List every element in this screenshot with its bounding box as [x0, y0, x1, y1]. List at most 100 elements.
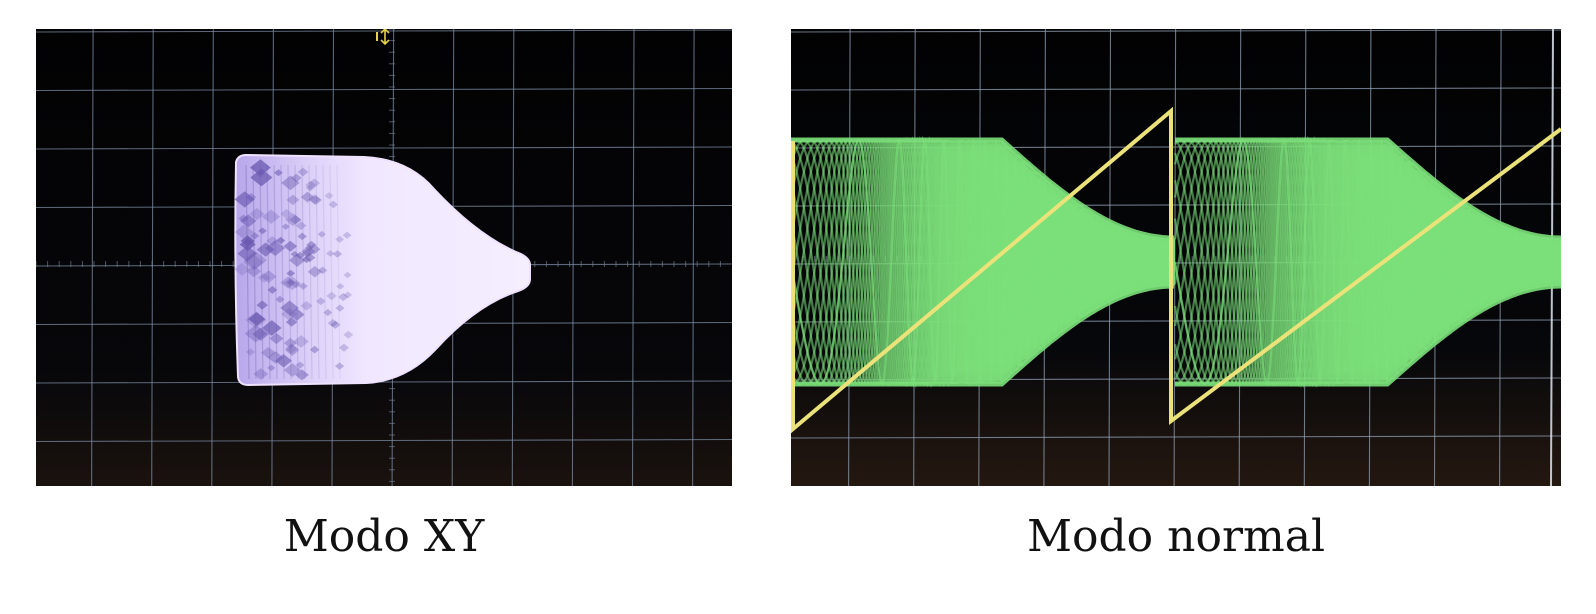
interference-spot	[285, 343, 298, 354]
interference-spot	[305, 180, 317, 190]
interference-line	[252, 164, 257, 380]
interference-spot	[267, 286, 278, 294]
envelope-bottom	[791, 283, 1175, 387]
interference-spot	[281, 175, 300, 191]
envelope-fill	[234, 153, 531, 387]
ramp-line	[791, 106, 1561, 434]
interference-spot	[248, 312, 266, 326]
interference-spot	[335, 304, 345, 312]
grid-line-horizontal	[791, 29, 1561, 33]
interference-spot	[246, 265, 262, 278]
interference-spot	[306, 240, 317, 249]
sawtooth-ramp-trace	[791, 106, 1561, 434]
interference-spot	[237, 245, 258, 262]
interference-spot	[338, 292, 349, 302]
interference-spot	[290, 173, 302, 183]
interference-spot	[280, 307, 298, 321]
interference-spot	[285, 213, 302, 227]
interference-spot	[286, 269, 296, 277]
grid-line-vertical	[848, 29, 851, 486]
interference-spot	[261, 209, 281, 224]
oscilloscope-xy-screen	[36, 29, 732, 486]
interference-spot	[286, 194, 300, 206]
interference-spot	[316, 297, 326, 306]
interference-line	[245, 164, 250, 380]
grid-line-horizontal	[791, 435, 1561, 439]
trigger-marker-arrows	[380, 29, 390, 46]
interference-line	[315, 164, 320, 380]
interference-spot	[317, 230, 326, 238]
interference-spot	[234, 191, 255, 208]
interference-spot	[326, 250, 335, 257]
interference-line	[294, 164, 299, 380]
interference-spot	[343, 271, 352, 279]
oscilloscope-xy-photo	[36, 29, 732, 486]
interference-spot	[308, 178, 321, 188]
interference-spot	[275, 353, 292, 368]
interference-spot	[335, 235, 345, 243]
interference-spot	[291, 281, 301, 289]
interference-spot	[309, 345, 320, 354]
interference-spot	[290, 250, 299, 258]
interference-line	[301, 164, 306, 380]
interference-spot	[300, 300, 313, 311]
interference-spot	[289, 214, 302, 225]
interference-spot	[283, 240, 298, 252]
envelope-top	[791, 137, 1175, 241]
interference-spot	[265, 240, 286, 257]
grid-line-horizontal	[36, 438, 732, 443]
interference-spot	[295, 369, 309, 381]
envelope-bottom	[1175, 283, 1561, 387]
interference-line	[329, 164, 334, 380]
grid-line-vertical	[571, 29, 575, 486]
interference-line	[259, 164, 264, 380]
interference-spot	[267, 364, 276, 372]
grid-line-horizontal	[791, 87, 1561, 91]
interference-line	[280, 164, 285, 380]
interference-spot	[249, 159, 271, 176]
interference-spot	[249, 232, 260, 240]
interference-spot	[342, 231, 352, 239]
interference-spot	[253, 368, 269, 380]
interference-spot	[336, 283, 345, 290]
caption-normal-mode: Modo normal	[1026, 511, 1326, 562]
interference-spot	[250, 168, 273, 187]
interference-spot	[267, 351, 284, 364]
oscilloscope-normal-screen	[791, 29, 1561, 486]
oscilloscope-normal-photo	[791, 29, 1561, 486]
interference-spot	[240, 235, 255, 247]
interference-spot	[269, 332, 284, 345]
chirp-sweep-line	[1173, 138, 1561, 388]
grid-line-vertical	[211, 29, 214, 486]
grid-line-vertical	[151, 29, 154, 486]
interference-spot	[297, 232, 307, 241]
interference-spot	[338, 343, 349, 352]
xy-trace-shape	[233, 153, 531, 387]
trigger-marker-icon	[376, 29, 390, 46]
interference-spot	[280, 208, 293, 219]
interference-spot	[283, 363, 302, 377]
interference-line	[308, 164, 313, 380]
interference-spot	[326, 291, 337, 301]
interference-spot	[285, 344, 300, 356]
interference-line	[287, 164, 292, 380]
interference-spot	[307, 243, 321, 255]
interference-spot	[343, 291, 353, 299]
interference-spot	[273, 169, 283, 177]
interference-spot	[328, 200, 339, 209]
interference-spot	[286, 279, 295, 286]
interference-spot	[245, 193, 257, 202]
interference-line	[273, 164, 278, 380]
interference-spot	[301, 245, 316, 258]
interference-spot	[280, 300, 299, 316]
interference-spot	[252, 327, 270, 341]
interference-spot	[260, 346, 276, 359]
interference-spot	[332, 250, 343, 258]
interference-spot	[309, 195, 322, 205]
grid-line-horizontal	[36, 146, 732, 150]
trigger-marker-bar	[376, 32, 378, 41]
interference-spot	[324, 192, 334, 200]
interference-spot	[334, 362, 345, 370]
grid-line-horizontal	[36, 87, 732, 92]
